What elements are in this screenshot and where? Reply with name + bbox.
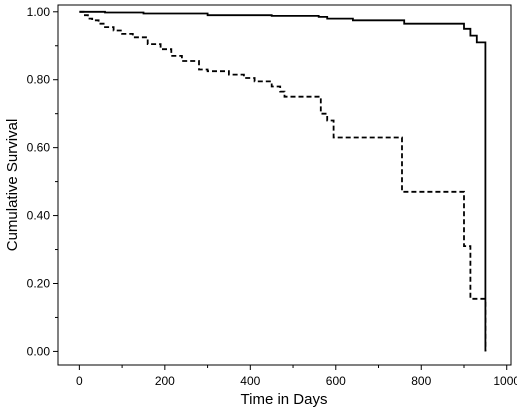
x-tick-label: 200 (155, 374, 175, 388)
y-tick-label: 0.00 (27, 344, 51, 358)
y-tick-label: 0.40 (27, 209, 51, 223)
x-axis-title: Time in Days (241, 391, 328, 408)
x-axis: 0 200 400 600 800 1000 (76, 365, 517, 388)
dashed-survival-line (79, 10, 487, 352)
series-layer (79, 10, 487, 352)
plot-frame (57, 4, 512, 366)
x-tick-label: 0 (76, 374, 83, 388)
y-tick-label: 1.00 (27, 5, 51, 19)
x-tick-label: 600 (326, 374, 346, 388)
y-tick-label: 0.20 (27, 276, 51, 290)
y-tick-label: 0.60 (27, 141, 51, 155)
x-tick-label: 400 (240, 374, 260, 388)
y-axis: 0.00 0.20 0.40 0.60 0.80 1.00 (27, 5, 58, 358)
x-tick-label: 1000 (493, 374, 517, 388)
y-axis-title: Cumulative Survival (4, 119, 21, 252)
x-tick-label: 800 (411, 374, 431, 388)
y-tick-label: 0.80 (27, 73, 51, 87)
solid-survival-line (79, 10, 487, 352)
